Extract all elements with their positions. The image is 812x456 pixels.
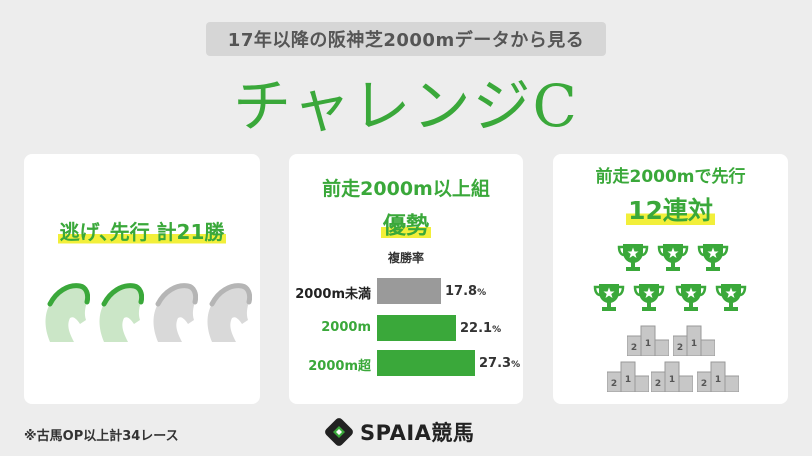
svg-text:2: 2 [701,379,707,389]
trophy-icon [593,280,625,314]
svg-text:2: 2 [655,379,661,389]
svg-text:2: 2 [677,343,683,353]
card1-headline: 逃げ､先行 計21勝 [57,216,227,245]
svg-text:1: 1 [669,375,675,385]
bar-value-label: 17.8% [445,284,487,299]
footnote: ※古馬OP以上計34レース [24,429,179,444]
bar-row: 2000m未満 17.8% [289,278,523,306]
trophy-icon [715,280,747,314]
spaia-logo-icon [325,418,353,446]
bar-category-label: 2000m超 [308,359,371,374]
trophy-icon [697,240,729,274]
svg-text:2: 2 [611,379,617,389]
brand-name: SPAIA競馬 [360,421,475,445]
brand-logo: SPAIA競馬 [324,416,474,448]
bar-value-label: 27.3% [479,356,521,371]
chart-label: 複勝率 [387,251,424,265]
horse-head-icon [99,283,144,342]
horse-head-icon [45,283,90,342]
horse-icons [40,278,252,348]
bar [377,350,475,376]
card3-line1: 前走2000mで先行 [595,167,746,187]
trophy-icon [675,280,707,314]
bar-category-label: 2000m [321,320,371,335]
horse-head-icon [207,283,252,342]
trophy-icon [633,280,665,314]
horse-head-icon [153,283,198,342]
bar-row: 2000m 22.1% [289,315,523,343]
card3-line2: 12連対 [626,191,715,227]
card2-line1: 前走2000m以上組 [322,178,490,200]
trophy-icon [657,240,689,274]
subtitle: 17年以降の阪神芝2000mデータから見る [206,22,606,56]
bar [377,315,456,341]
trophy-icon [617,240,649,274]
bar-value-label: 22.1% [460,321,502,336]
svg-text:1: 1 [625,375,631,385]
bar [377,278,441,304]
card2-line2: 優勢 [381,206,431,240]
svg-text:1: 1 [645,339,651,349]
front-runner-card: 逃げ､先行 計21勝 [24,154,260,404]
page-title: チャレンジC [233,72,579,140]
svg-text:2: 2 [631,343,637,353]
bar-category-label: 2000m未満 [295,287,371,302]
bar-row: 2000m超 27.3% [289,350,523,378]
previous-distance-card: 前走2000m以上組 優勢 複勝率 2000m未満 17.8% 2000m 22.1%… [289,154,523,404]
svg-text:1: 1 [691,339,697,349]
svg-text:1: 1 [715,375,721,385]
